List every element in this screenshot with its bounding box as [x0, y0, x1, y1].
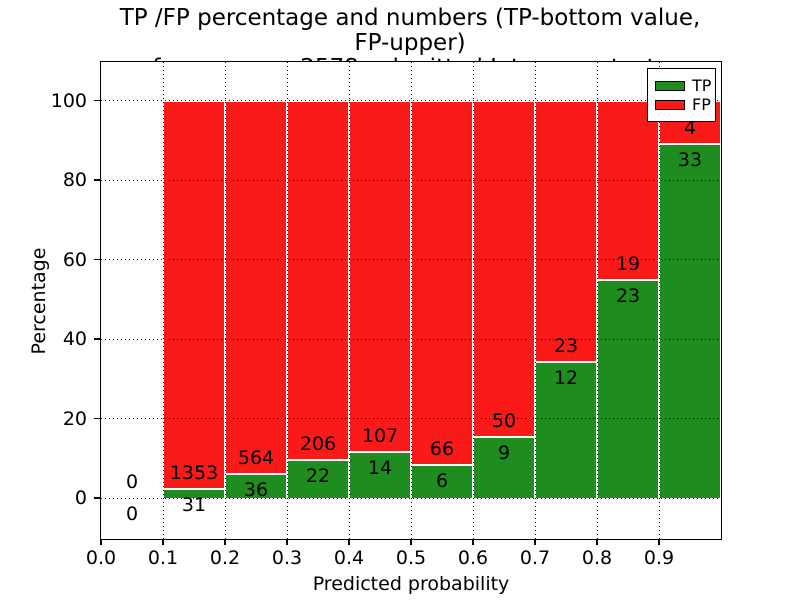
plot-area: Percentage Predicted probability TP FP 0… [28, 61, 722, 595]
tp-count-label: 0 [125, 503, 139, 526]
y-tick-mark [93, 497, 100, 499]
bar-segment-fp [163, 100, 225, 490]
x-tick-label: 0.9 [643, 547, 675, 569]
v-gridline [224, 62, 226, 539]
v-gridline [162, 62, 164, 539]
tp-count-label: 36 [243, 479, 269, 502]
fp-count-label: 1353 [169, 462, 219, 485]
bar-segment-tp [225, 474, 287, 500]
x-tick-label: 0.6 [457, 547, 489, 569]
y-tick-label: 40 [62, 328, 87, 351]
bar-segment-fp [287, 100, 349, 460]
x-tick-label: 0.1 [147, 547, 179, 569]
x-tick-mark [224, 539, 226, 545]
fp-count-label: 50 [491, 410, 517, 433]
legend-label-tp: TP [692, 76, 712, 95]
x-tick-mark [348, 539, 350, 545]
y-tick-mark [93, 338, 100, 340]
x-tick-mark [100, 539, 102, 545]
x-tick-mark [534, 539, 536, 545]
v-gridline [286, 62, 288, 539]
tp-count-label: 6 [435, 469, 449, 492]
legend-label-fp: FP [692, 95, 711, 114]
tp-count-label: 22 [305, 464, 331, 487]
y-tick-label: 80 [62, 169, 87, 192]
bar-segment-fp [597, 100, 659, 281]
x-tick-label: 0.2 [209, 547, 241, 569]
fp-count-label: 4 [683, 116, 697, 139]
tp-count-label: 31 [181, 494, 207, 517]
legend-item-fp: FP [655, 95, 711, 114]
tp-count-label: 9 [497, 442, 511, 465]
bar-segment-tp [535, 361, 597, 500]
x-tick-mark [410, 539, 412, 545]
fp-count-label: 206 [299, 432, 337, 455]
bar-segment-tp [659, 143, 721, 500]
fp-count-label: 19 [615, 253, 641, 276]
tp-swatch-icon [655, 80, 685, 91]
x-tick-mark [162, 539, 164, 545]
y-tick-mark [93, 99, 100, 102]
tp-count-label: 33 [677, 148, 703, 171]
y-tick-mark [93, 258, 100, 261]
y-tick-mark [93, 179, 100, 181]
y-tick-label: 100 [50, 89, 87, 112]
x-tick-mark [658, 539, 660, 545]
v-gridline [472, 62, 474, 539]
bar-segment-tp [473, 437, 535, 500]
x-tick-mark [472, 539, 474, 545]
fp-count-label: 564 [237, 447, 275, 470]
bar-segment-fp [349, 100, 411, 453]
chart-title-line1: TP /FP percentage and numbers (TP-bottom… [119, 5, 701, 56]
bar-segment-fp [411, 100, 473, 465]
y-tick-label: 20 [62, 407, 87, 430]
fp-count-label: 107 [361, 425, 399, 448]
tp-count-label: 23 [615, 285, 641, 308]
x-tick-label: 0.8 [581, 547, 613, 569]
fp-count-label: 23 [553, 334, 579, 357]
bar-segment-fp [473, 100, 535, 438]
v-gridline [410, 62, 412, 539]
fp-count-label: 66 [429, 437, 455, 460]
x-tick-label: 0.7 [519, 547, 551, 569]
y-tick-label: 60 [62, 248, 87, 271]
fp-count-label: 0 [125, 471, 139, 494]
x-tick-label: 0.4 [333, 547, 365, 569]
v-gridline [534, 62, 536, 539]
x-axis-label: Predicted probability [312, 573, 510, 595]
legend-item-tp: TP [655, 76, 712, 95]
bar-segment-tp [411, 464, 473, 500]
fp-swatch-icon [655, 99, 685, 110]
v-gridline [348, 62, 350, 539]
x-tick-label: 0.0 [85, 547, 117, 569]
v-gridline [596, 62, 598, 539]
y-axis-label: Percentage [28, 247, 50, 355]
legend: TP FP [647, 68, 716, 122]
bar-segment-fp [535, 100, 597, 362]
x-tick-label: 0.3 [271, 547, 303, 569]
v-gridline [658, 62, 660, 539]
y-tick-label: 0 [74, 487, 87, 510]
x-tick-label: 0.5 [395, 547, 427, 569]
tp-count-label: 14 [367, 457, 393, 480]
tp-count-label: 12 [553, 366, 579, 389]
y-tick-mark [93, 417, 100, 420]
x-tick-mark [596, 539, 598, 545]
bar-segment-tp [597, 280, 659, 500]
x-tick-mark [286, 539, 288, 545]
bar-segment-fp [225, 100, 287, 475]
